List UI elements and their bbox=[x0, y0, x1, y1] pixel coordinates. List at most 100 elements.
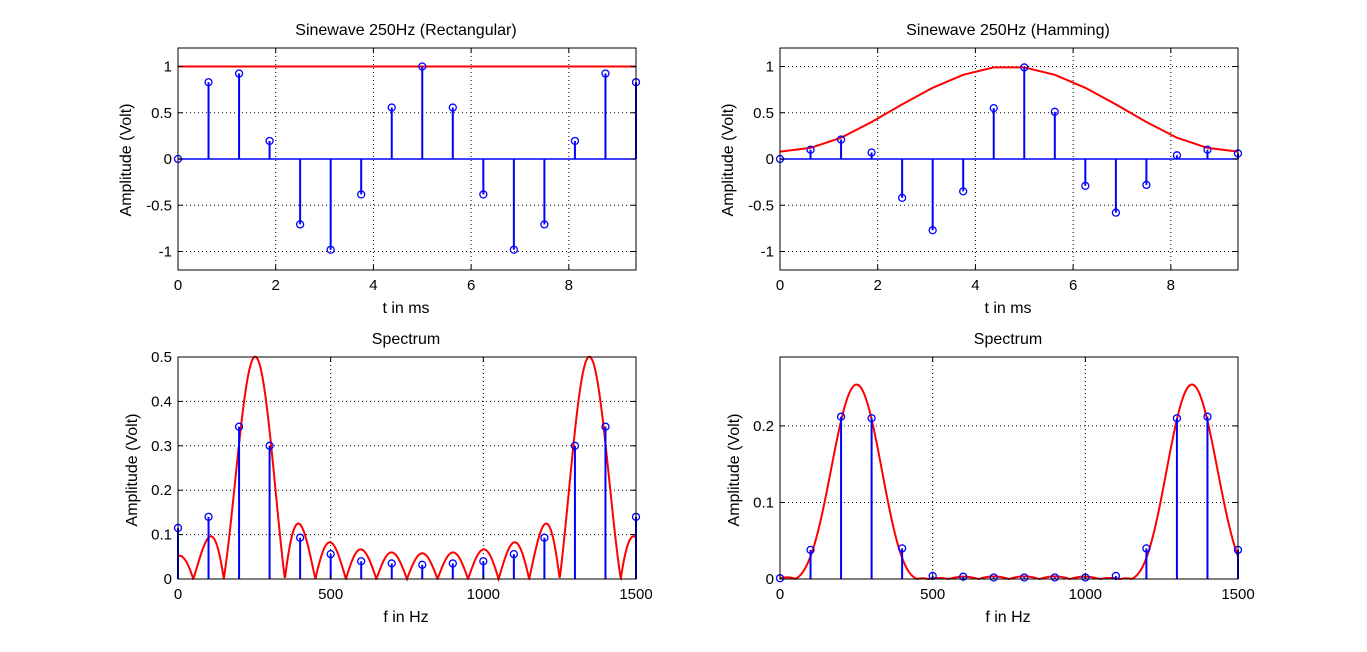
stem-marker bbox=[357, 190, 366, 199]
stem-marker bbox=[1142, 544, 1151, 553]
stem-marker bbox=[1172, 414, 1182, 423]
x-tick-label: 4 bbox=[369, 277, 377, 294]
y-tick-label: -1 bbox=[761, 244, 774, 261]
y-tick-label: 0.1 bbox=[753, 494, 774, 511]
grid bbox=[780, 357, 1238, 579]
x-tick-label: 1000 bbox=[467, 586, 500, 603]
x-tick-label: 6 bbox=[1069, 277, 1077, 294]
y-axis-label: Amplitude (Volt) bbox=[720, 104, 737, 217]
y-tick-label: -1 bbox=[159, 244, 172, 261]
stem-marker bbox=[959, 572, 968, 581]
x-axis-label: f in Hz bbox=[383, 609, 428, 626]
y-tick-label: 0.4 bbox=[151, 393, 172, 410]
x-tick-label: 500 bbox=[318, 586, 343, 603]
axes-box bbox=[177, 356, 637, 580]
panel-title: Spectrum bbox=[974, 331, 1042, 348]
panel-hamming-spectrum: Spectrum f in Hz Amplitude (Volt) 0 500 10… bbox=[726, 331, 1255, 626]
stem-marker bbox=[418, 62, 427, 71]
tick-labels: 0 2 4 6 8 -1 -0.5 0 0.5 1 bbox=[146, 59, 573, 295]
y-tick-label: 0 bbox=[164, 151, 172, 168]
x-tick-label: 2 bbox=[272, 277, 280, 294]
x-tick-label: 8 bbox=[1167, 277, 1175, 294]
stem-marker bbox=[1020, 63, 1029, 72]
axes-frame bbox=[177, 47, 637, 271]
panel-hamming-time: Sinewave 250Hz (Hamming) t in ms Amplitu… bbox=[720, 22, 1243, 317]
stem-marker bbox=[601, 69, 610, 78]
stem-marker bbox=[448, 103, 457, 112]
panel-rectangular-time: Sinewave 250Hz (Rectangular) t in ms Amp… bbox=[118, 22, 641, 317]
stem-marker bbox=[989, 573, 998, 582]
stem-marker bbox=[418, 560, 427, 569]
envelope-line bbox=[779, 66, 1239, 153]
stem-marker bbox=[1020, 573, 1029, 582]
y-tick-label: 1 bbox=[766, 59, 774, 76]
x-axis-label: t in ms bbox=[382, 300, 429, 317]
stem-marker bbox=[959, 187, 968, 196]
y-axis-label: Amplitude (Volt) bbox=[726, 414, 743, 527]
stem-marker bbox=[570, 441, 580, 450]
stem-marker bbox=[989, 103, 998, 113]
stem-marker bbox=[357, 557, 366, 566]
stem-marker bbox=[509, 549, 519, 559]
y-tick-label: 0.5 bbox=[753, 105, 774, 122]
x-tick-label: 1500 bbox=[1221, 586, 1254, 603]
stem-marker bbox=[1111, 208, 1121, 217]
x-tick-label: 500 bbox=[920, 586, 945, 603]
x-tick-label: 2 bbox=[874, 277, 882, 294]
stem-marker bbox=[479, 190, 488, 199]
stem-marker bbox=[387, 103, 396, 112]
stem-marker bbox=[570, 136, 580, 146]
panel-title: Spectrum bbox=[372, 331, 440, 348]
x-tick-label: 6 bbox=[467, 277, 475, 294]
tick-labels: 0 2 4 6 8 -1 -0.5 0 0.5 1 bbox=[748, 59, 1175, 295]
y-tick-label: 0 bbox=[766, 151, 774, 168]
stem-marker bbox=[928, 226, 937, 235]
stem-marker bbox=[1203, 145, 1212, 154]
stem-marker bbox=[326, 549, 335, 559]
panel-rectangular-spectrum: Spectrum f in Hz Amplitude (Volt) 0 500 10… bbox=[124, 331, 653, 626]
axes-frame bbox=[779, 356, 1239, 580]
stem-marker bbox=[1081, 573, 1090, 582]
stem-marker bbox=[1081, 181, 1090, 190]
y-tick-label: 0.3 bbox=[151, 438, 172, 455]
curve-line bbox=[779, 66, 1239, 153]
panel-title: Sinewave 250Hz (Hamming) bbox=[906, 22, 1110, 39]
stem-marker bbox=[265, 136, 274, 146]
y-axis-label: Amplitude (Volt) bbox=[124, 414, 141, 527]
stem-marker bbox=[601, 422, 610, 431]
x-tick-label: 0 bbox=[776, 586, 784, 603]
stem-marker bbox=[265, 441, 274, 450]
y-tick-label: 0 bbox=[164, 571, 172, 588]
x-tick-label: 1000 bbox=[1069, 586, 1102, 603]
tick-labels: 0 500 1000 1500 0 0.1 0.2 bbox=[753, 418, 1255, 603]
y-tick-label: 0.5 bbox=[151, 349, 172, 366]
stem-marker bbox=[204, 512, 213, 521]
stem-marker bbox=[1050, 107, 1059, 116]
tick-labels: 0 500 1000 1500 0 0.1 0.2 0.3 0.4 0.5 bbox=[151, 349, 653, 603]
y-tick-label: -0.5 bbox=[146, 197, 172, 214]
y-tick-label: 1 bbox=[164, 59, 172, 76]
stem-marker bbox=[448, 559, 457, 568]
y-tick-label: 0.2 bbox=[753, 418, 774, 435]
stem-marker bbox=[1050, 573, 1059, 582]
axes-frame bbox=[177, 356, 637, 580]
stem-marker bbox=[806, 145, 815, 154]
x-tick-label: 8 bbox=[565, 277, 573, 294]
axes-box bbox=[779, 356, 1239, 580]
panel-title: Sinewave 250Hz (Rectangular) bbox=[295, 22, 516, 39]
stem-marker bbox=[204, 78, 213, 87]
stem-marker bbox=[295, 220, 305, 229]
stem-marker bbox=[867, 414, 876, 423]
x-tick-label: 1500 bbox=[619, 586, 652, 603]
stem-marker bbox=[387, 559, 396, 568]
stem-marker bbox=[1142, 180, 1151, 190]
stem-marker bbox=[234, 69, 244, 78]
x-tick-label: 0 bbox=[776, 277, 784, 294]
stem-marker bbox=[540, 533, 549, 542]
y-tick-label: 0.5 bbox=[151, 105, 172, 122]
stem-marker bbox=[836, 135, 846, 144]
stem-marker bbox=[836, 412, 846, 421]
stem-marker bbox=[897, 193, 907, 203]
